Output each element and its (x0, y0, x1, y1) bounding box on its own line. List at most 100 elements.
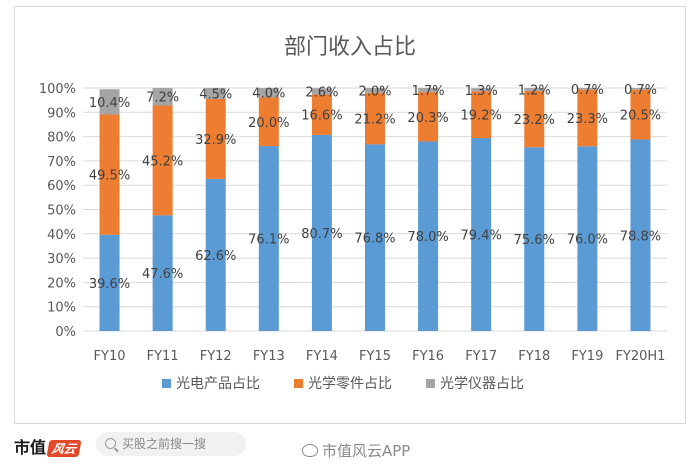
bar-segment-3 (205, 88, 226, 99)
data-label: 20.0% (248, 116, 289, 131)
data-label: 2.0% (358, 84, 391, 99)
chart-title: 部门收入占比 (284, 35, 416, 60)
data-label: 20.5% (620, 109, 661, 124)
bar-segment-1 (524, 147, 545, 331)
bar-segment-3 (418, 88, 439, 93)
chart-frame: 部门收入占比 0% 10% 20% 30% 40% 50% 60% 70% 80% 90% 100%… (14, 6, 686, 424)
data-label: 19.2% (461, 109, 502, 124)
data-label: 76.1% (248, 233, 289, 248)
y-tick-label: 90% (47, 106, 76, 121)
data-label: 76.8% (354, 232, 395, 247)
bar-segment-3 (152, 88, 173, 106)
x-tick-label: FY11 (147, 349, 179, 364)
data-label: 23.3% (567, 112, 608, 127)
legend-swatch (426, 379, 435, 388)
y-tick-label: 20% (47, 276, 76, 291)
data-label: 47.6% (142, 267, 183, 282)
bar-segment-3 (311, 88, 332, 95)
source-watermark: 市值风云APP (302, 440, 410, 461)
data-label: 62.6% (195, 249, 236, 264)
data-label: 76.0% (567, 233, 608, 248)
weibo-icon (302, 444, 318, 457)
x-tick-label: FY15 (359, 349, 391, 364)
data-label: 7.2% (146, 91, 179, 106)
brand-logo-text: 市值 (14, 438, 47, 457)
bar-segment-3 (471, 88, 492, 92)
data-labels: 39.6% 49.5% 10.4% 47.6% 45.2% 7.2% 62.6% 32.9% 4… (89, 83, 661, 292)
bar-segment-2 (524, 90, 545, 148)
data-label: 80.7% (301, 227, 342, 242)
bar-segment-3 (258, 88, 279, 98)
brand-logo: 市值 风云 (14, 434, 82, 458)
data-label: 23.2% (514, 113, 555, 128)
data-label: 21.2% (354, 113, 395, 128)
x-tick-label: FY19 (571, 349, 603, 364)
data-label: 4.0% (252, 87, 285, 102)
bar-segment-2 (99, 114, 120, 235)
bar-segment-2 (471, 91, 492, 139)
x-tick-label: FY12 (200, 349, 232, 364)
data-label: 10.4% (89, 96, 130, 111)
x-tick-label: FY16 (412, 349, 444, 364)
y-tick-label: 80% (47, 131, 76, 146)
y-tick-label: 70% (47, 155, 76, 170)
legend-label: 光学仪器占比 (440, 376, 524, 392)
search-input[interactable]: 买股之前搜一搜 (96, 432, 246, 456)
data-label: 2.6% (305, 85, 338, 100)
x-tick-label: FY18 (518, 349, 550, 364)
bar-segment-1 (99, 234, 120, 331)
data-label: 4.5% (199, 87, 232, 102)
data-label: 16.6% (301, 109, 342, 124)
bars (99, 88, 651, 331)
data-label: 0.7% (624, 83, 657, 98)
x-axis-ticks: FY10 FY11 FY12 FY13 FY14 FY15 FY16 FY17 FY18 FY19… (94, 349, 666, 364)
watermark-label: 市值风云APP (322, 442, 411, 460)
y-axis-ticks: 0% 10% 20% 30% 40% 50% 60% 70% 80% 90% 100% (39, 82, 76, 340)
bar-segment-3 (577, 88, 598, 90)
bar-segment-3 (365, 88, 385, 93)
x-tick-label: FY20H1 (615, 349, 665, 364)
search-placeholder: 买股之前搜一搜 (122, 437, 207, 451)
bar-segment-1 (152, 215, 173, 331)
bar-segment-1 (311, 134, 332, 331)
y-tick-label: 40% (47, 228, 76, 243)
bar-segment-1 (630, 139, 651, 331)
bar-segment-2 (577, 89, 598, 147)
legend-swatch (162, 379, 171, 388)
data-label: 1.3% (465, 84, 498, 99)
legend-swatch (294, 379, 303, 388)
brand-logo-mark: 风云 (46, 440, 82, 457)
bar-segment-1 (205, 178, 226, 331)
x-tick-label: FY14 (306, 349, 338, 364)
bar-segment-2 (205, 98, 226, 179)
data-label: 75.6% (514, 233, 555, 248)
legend: 光电产品占比 光学零件占比 光学仪器占比 (162, 376, 524, 392)
x-tick-label: FY10 (94, 349, 126, 364)
data-label: 32.9% (195, 133, 236, 148)
bar-segment-1 (471, 138, 492, 331)
bar-segment-1 (365, 144, 385, 331)
data-label: 1.2% (518, 83, 551, 98)
data-label: 78.0% (407, 230, 448, 245)
data-label: 0.7% (571, 83, 604, 98)
y-tick-label: 0% (55, 325, 76, 340)
y-tick-label: 100% (39, 82, 76, 97)
bar-segment-1 (577, 146, 598, 331)
bar-segment-1 (418, 141, 439, 331)
data-label: 1.7% (412, 84, 445, 99)
footer-bar: 市值 风云 买股之前搜一搜 市值风云APP (0, 428, 700, 466)
legend-label: 光电产品占比 (176, 376, 260, 392)
y-tick-label: 30% (47, 252, 76, 267)
data-label: 20.3% (407, 111, 448, 126)
bar-segment-1 (258, 146, 279, 331)
data-label: 39.6% (89, 277, 130, 292)
bar-segment-2 (258, 97, 279, 147)
bar-segment-2 (418, 92, 439, 142)
legend-label: 光学零件占比 (308, 376, 392, 392)
x-tick-label: FY13 (253, 349, 285, 364)
search-icon (105, 438, 116, 449)
data-label: 79.4% (461, 229, 502, 244)
bar-segment-3 (99, 89, 120, 115)
bar-segment-2 (365, 92, 385, 145)
